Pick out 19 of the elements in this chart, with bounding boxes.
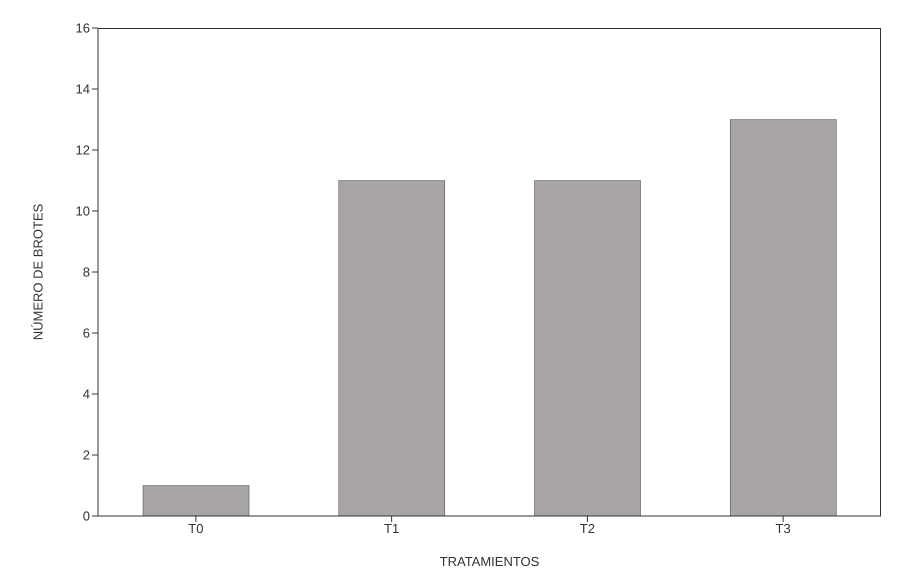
y-tick-label: 0 <box>82 508 90 524</box>
y-tick-label: 2 <box>82 448 90 463</box>
bar <box>338 180 446 516</box>
x-tick-label: T2 <box>580 521 595 536</box>
y-tick-label: 8 <box>82 264 90 280</box>
x-tick-label: T1 <box>384 521 400 536</box>
y-tick-label: 10 <box>76 204 90 219</box>
x-axis-title: TRATAMIENTOS <box>440 554 540 569</box>
x-tick-label: T3 <box>776 521 791 536</box>
y-tick-label: 14 <box>76 82 90 97</box>
y-axis-title: NÚMERO DE BROTES <box>30 203 46 340</box>
y-tick-label: 6 <box>82 326 90 341</box>
y-tick-label: 4 <box>82 386 90 402</box>
y-tick-label: 16 <box>76 20 90 36</box>
bar <box>534 180 641 516</box>
x-tick-label: T0 <box>188 521 204 536</box>
bar <box>142 485 250 516</box>
y-tick-label: 12 <box>76 142 90 158</box>
bar <box>730 119 837 516</box>
